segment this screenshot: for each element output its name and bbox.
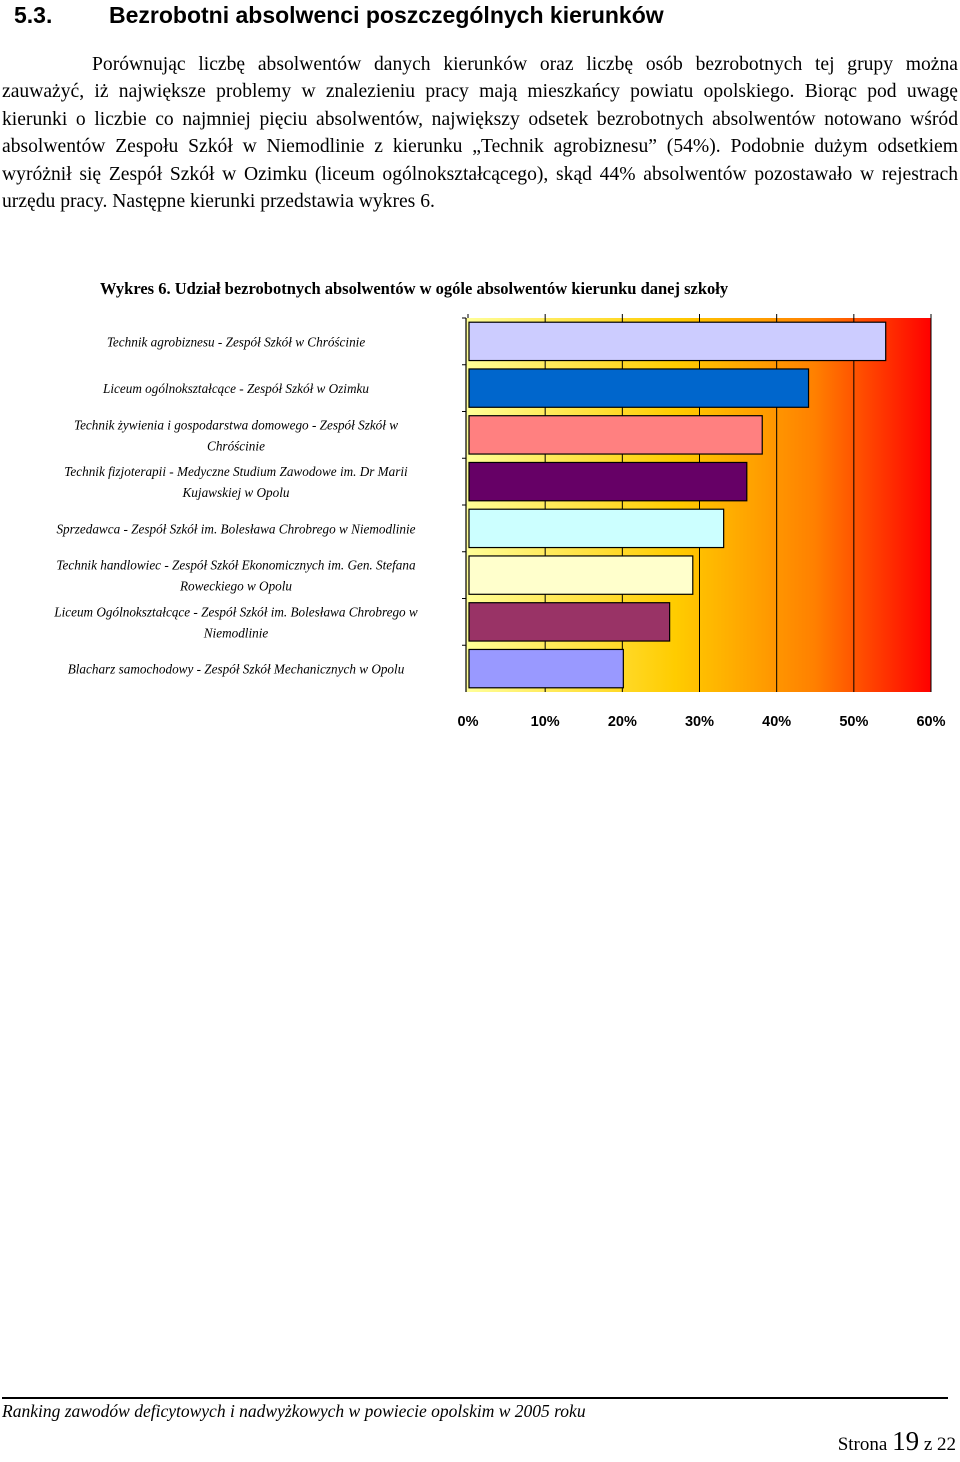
page-current: 19: [892, 1426, 920, 1456]
page-number: Strona 19 z 22: [838, 1424, 956, 1462]
bar: [468, 415, 763, 455]
x-tick-label: 10%: [531, 714, 560, 730]
section-number: 5.3.: [14, 2, 53, 28]
section-heading: 5.3. Bezrobotni absolwenci poszczególnych…: [14, 0, 954, 30]
bar: [468, 508, 725, 549]
bar-chart: Technik agrobiznesu - Zespół Szkół w Chr…: [53, 314, 946, 730]
category-label-line: Roweckiego w Opolu: [179, 579, 292, 594]
category-label-line: Technik handlowiec - Zespół Szkół Ekonom…: [56, 558, 416, 573]
x-tick-label: 20%: [608, 714, 637, 730]
bar: [468, 602, 671, 642]
x-tick-label: 50%: [839, 714, 868, 730]
x-tick-label: 60%: [916, 714, 945, 730]
category-label: Technik fizjoterapii - Medyczne Studium …: [64, 464, 408, 500]
category-label-line: Technik żywienia i gospodarstwa domowego…: [74, 417, 398, 432]
category-label-line: Technik agrobiznesu - Zespół Szkół w Chr…: [107, 334, 366, 349]
category-label-line: Chróścinie: [207, 438, 265, 453]
body-paragraph: Porównując liczbę absolwentów danych kie…: [2, 54, 958, 213]
bar: [468, 321, 887, 362]
footer-divider: [2, 1397, 948, 1399]
page-prefix: Strona: [837, 1434, 888, 1455]
category-label: Technik handlowiec - Zespół Szkół Ekonom…: [56, 558, 416, 594]
category-label-line: Blacharz samochodowy - Zespół Szkół Mech…: [68, 662, 405, 677]
category-label-line: Niemodlinie: [203, 625, 269, 640]
category-label-line: Liceum Ogólnokształcące - Zespół Szkół i…: [53, 604, 418, 619]
x-tick-label: 0%: [458, 714, 479, 730]
category-label: Technik żywienia i gospodarstwa domowego…: [74, 417, 398, 453]
category-label: Technik agrobiznesu - Zespół Szkół w Chr…: [107, 334, 366, 349]
category-label: Liceum ogólnokształcące - Zespół Szkół w…: [102, 381, 369, 396]
category-label: Liceum Ogólnokształcące - Zespół Szkół i…: [53, 604, 418, 640]
category-label-line: Sprzedawca - Zespół Szkół im. Bolesława …: [56, 521, 415, 536]
bar: [468, 461, 748, 502]
footer-title: Ranking zawodów deficytowych i nadwyżkow…: [2, 1401, 586, 1421]
x-tick-label: 40%: [762, 714, 791, 730]
category-label-line: Kujawskiej w Opolu: [182, 485, 290, 500]
category-label: Blacharz samochodowy - Zespół Szkół Mech…: [68, 662, 405, 677]
category-label-line: Technik fizjoterapii - Medyczne Studium …: [64, 464, 408, 479]
page-total: 22: [937, 1434, 956, 1455]
x-tick-label: 30%: [685, 714, 714, 730]
category-label-line: Liceum ogólnokształcące - Zespół Szkół w…: [102, 381, 369, 396]
bar: [468, 555, 694, 595]
page-separator: z: [923, 1434, 933, 1455]
bar: [468, 368, 810, 408]
section-title: Bezrobotni absolwenci poszczególnych kie…: [109, 2, 664, 28]
bar: [468, 648, 624, 689]
category-label: Sprzedawca - Zespół Szkół im. Bolesława …: [56, 521, 415, 536]
chart-caption: Wykres 6. Udział bezrobotnych absolwentó…: [100, 279, 729, 298]
